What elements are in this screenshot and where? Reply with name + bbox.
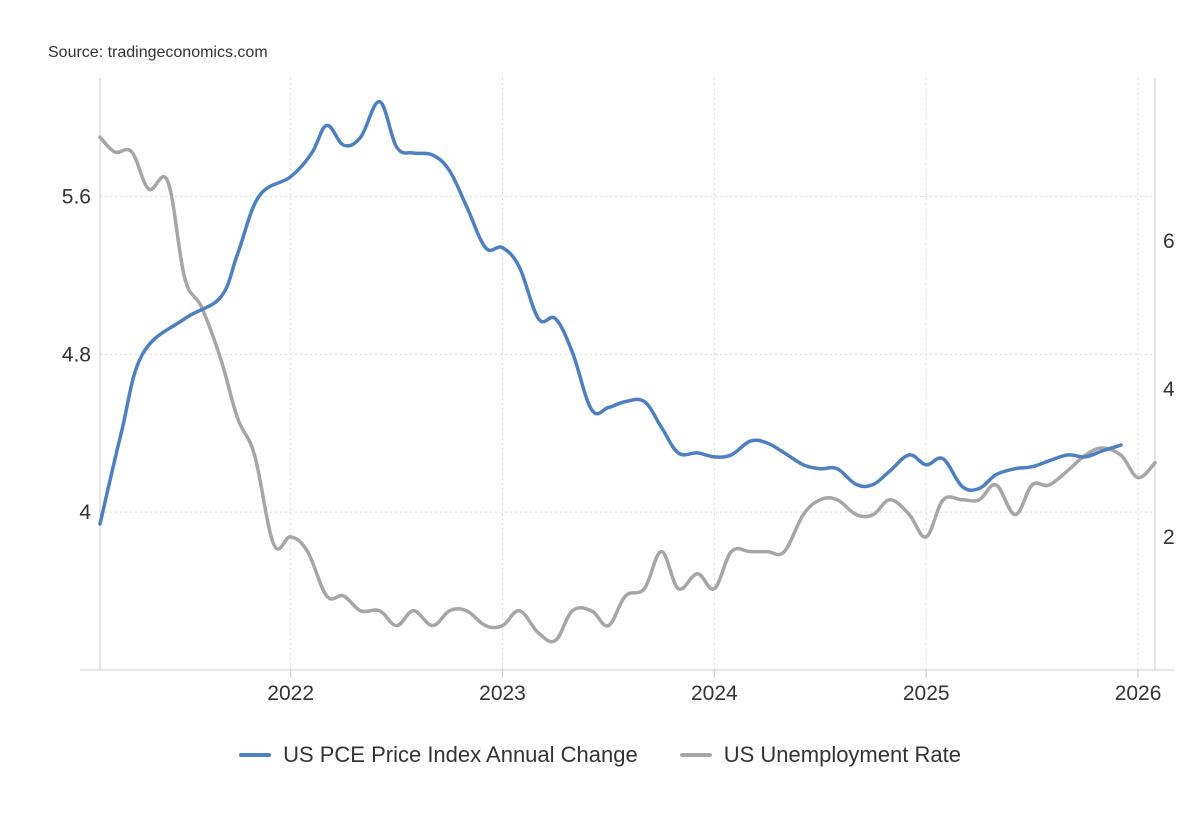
x-tick-label-2023: 2023 [479,682,526,705]
legend: US PCE Price Index Annual Change US Unemp… [0,742,1200,768]
y-right-tick-label-6: 6 [1163,230,1175,253]
line-chart: 2022 2023 2024 2025 2026 4 4.8 5.6 2 4 6 [62,78,1175,705]
series-line-us-unemployment-rate [98,135,1157,644]
x-tick-label-2022: 2022 [267,682,314,705]
legend-label-us-pce-price-index-annual-change: US PCE Price Index Annual Change [283,742,638,767]
y-right-tick-label-4: 4 [1163,378,1175,401]
x-tick-label-2024: 2024 [691,682,738,705]
axes [80,78,1175,678]
legend-item-us-pce-price-index-annual-change[interactable]: US PCE Price Index Annual Change [239,742,638,768]
legend-item-us-unemployment-rate[interactable]: US Unemployment Rate [679,742,961,768]
y-right-tick-label-2: 2 [1163,526,1175,549]
legend-label-us-unemployment-rate: US Unemployment Rate [723,742,961,767]
x-tick-label-2025: 2025 [903,682,950,705]
series-layer [98,99,1157,644]
tick-labels: 2022 2023 2024 2025 2026 4 4.8 5.6 2 4 6 [62,185,1175,705]
source-note: Source: tradingeconomics.com [48,44,268,61]
y-left-tick-label-4.8: 4.8 [62,343,91,366]
grid-lines [100,78,1155,670]
legend-swatch-us-unemployment-rate [679,753,712,757]
y-left-tick-label-5.6: 5.6 [62,185,91,208]
legend-swatch-us-pce-price-index-annual-change [239,753,272,757]
x-tick-label-2026: 2026 [1115,682,1162,705]
series-line-us-pce-price-index-annual-change [98,99,1123,526]
y-left-tick-label-4: 4 [79,501,91,524]
